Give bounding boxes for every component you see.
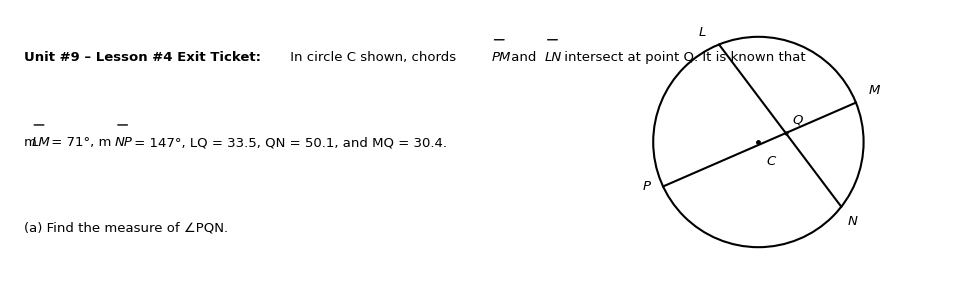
Text: = 147°, LQ = 33.5, QN = 50.1, and MQ = 30.4.: = 147°, LQ = 33.5, QN = 50.1, and MQ = 3… [131,136,447,149]
Text: Unit #9 – Lesson #4 Exit Ticket:: Unit #9 – Lesson #4 Exit Ticket: [24,51,261,64]
Text: and: and [507,51,540,64]
Text: C: C [767,154,776,168]
Text: L: L [699,26,707,39]
Text: NP: NP [115,136,132,149]
Text: M: M [869,84,880,97]
Text: Q: Q [792,114,803,127]
Text: PM: PM [492,51,511,64]
Text: m: m [24,136,36,149]
Text: = 71°, m: = 71°, m [47,136,111,149]
Text: P: P [642,180,651,193]
Text: (a) Find the measure of ∠PQN.: (a) Find the measure of ∠PQN. [24,222,228,235]
Text: intersect at point Q. It is known that: intersect at point Q. It is known that [560,51,805,64]
Text: N: N [848,215,857,228]
Text: LN: LN [545,51,563,64]
Text: In circle C shown, chords: In circle C shown, chords [286,51,461,64]
Text: LM: LM [32,136,50,149]
